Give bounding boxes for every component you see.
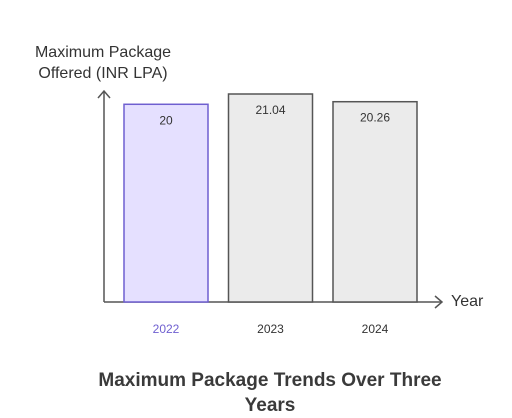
bar-value-label-2024: 20.26 (360, 111, 390, 125)
bar-2023 (227, 93, 314, 303)
bar-value-label-2022: 20 (159, 113, 173, 127)
bar-value-label-2023: 21.04 (255, 103, 285, 117)
x-tick-2023: 2023 (257, 322, 284, 336)
bar-2022 (123, 103, 209, 303)
x-axis-label: Year (451, 293, 484, 310)
bar-2024 (332, 100, 418, 303)
x-tick-2024: 2024 (362, 322, 389, 336)
bars-group: 20 21.04 20.26 (123, 93, 418, 303)
y-axis-label: Maximum Package Offered (INR LPA) (34, 44, 172, 82)
x-axis-arrow (434, 295, 444, 309)
chart-title: Maximum Package Trends Over Three Years (98, 370, 442, 416)
x-tick-2022: 2022 (153, 322, 180, 336)
x-tick-labels: 2022 2023 2024 (153, 322, 389, 336)
y-axis-arrow (97, 89, 111, 99)
